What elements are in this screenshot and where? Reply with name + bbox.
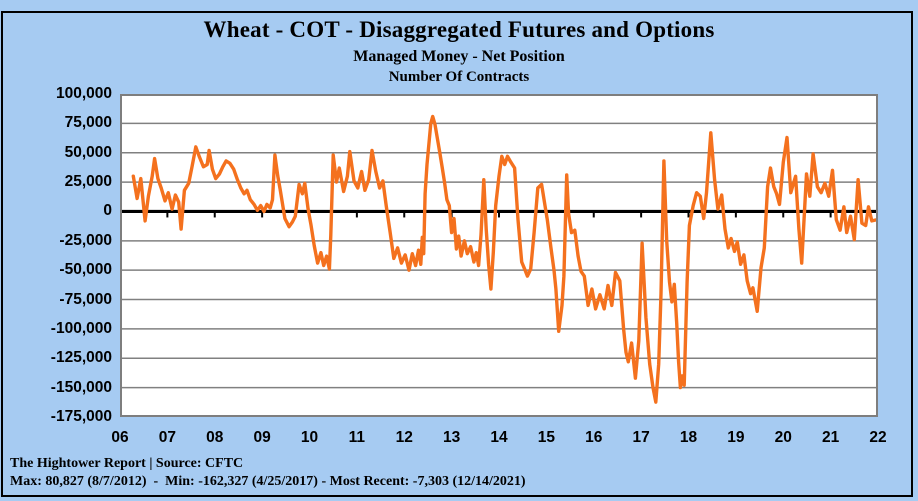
x-axis-tick-label: 20 xyxy=(774,429,792,446)
x-axis-tick-label: 19 xyxy=(727,429,745,446)
x-axis-tick-label: 07 xyxy=(158,429,176,446)
plot-area xyxy=(120,94,878,417)
x-axis-tick-label: 18 xyxy=(679,429,698,446)
x-axis-tick-label: 10 xyxy=(300,429,319,446)
x-axis-tick-label: 12 xyxy=(395,429,413,446)
x-axis-tick-label: 21 xyxy=(822,429,840,446)
y-axis-tick-label: 25,000 xyxy=(64,173,112,191)
x-axis-tick-label: 14 xyxy=(490,429,508,446)
y-axis-tick-label: -175,000 xyxy=(50,408,112,425)
x-axis-tick-label: 06 xyxy=(111,429,129,446)
chart-title: Wheat - COT - Disaggregated Futures and … xyxy=(203,17,715,42)
y-axis-tick-label: 100,000 xyxy=(55,85,112,102)
footer-stats-line: Max: 80,827 (8/7/2012) - Min: -162,327 (… xyxy=(10,474,526,489)
x-axis-tick-label: 16 xyxy=(585,429,603,446)
y-axis-tick-label: -50,000 xyxy=(59,261,112,279)
net-position-line xyxy=(131,114,878,404)
y-axis-tick-label: 0 xyxy=(103,202,112,220)
plot-border xyxy=(120,94,878,417)
plot-background xyxy=(120,94,878,417)
y-axis-tick-label: -25,000 xyxy=(59,231,112,249)
x-axis-tick-label: 11 xyxy=(348,429,366,446)
x-axis-tick-label: 15 xyxy=(537,429,555,446)
y-axis-tick-label: 75,000 xyxy=(64,114,112,132)
y-axis-tick-label: -150,000 xyxy=(50,378,112,396)
y-axis-tick-label: -75,000 xyxy=(59,290,112,308)
y-axis-tick-label: 50,000 xyxy=(64,143,112,161)
title-block: Wheat - COT - Disaggregated Futures and … xyxy=(0,17,918,86)
chart-units-label: Number Of Contracts xyxy=(388,69,530,85)
y-axis-tick-label: -125,000 xyxy=(50,349,112,367)
x-axis-tick-label: 22 xyxy=(869,429,887,446)
chart-subtitle: Managed Money - Net Position xyxy=(353,48,565,65)
x-axis-tick-label: 13 xyxy=(443,429,461,446)
x-axis-tick-label: 09 xyxy=(253,429,271,446)
x-axis-tick-label: 08 xyxy=(206,429,224,446)
x-axis-tick-label: 17 xyxy=(632,429,650,446)
footer-source-line: The Hightower Report | Source: CFTC xyxy=(10,456,244,471)
y-axis-tick-label: -100,000 xyxy=(50,319,112,337)
